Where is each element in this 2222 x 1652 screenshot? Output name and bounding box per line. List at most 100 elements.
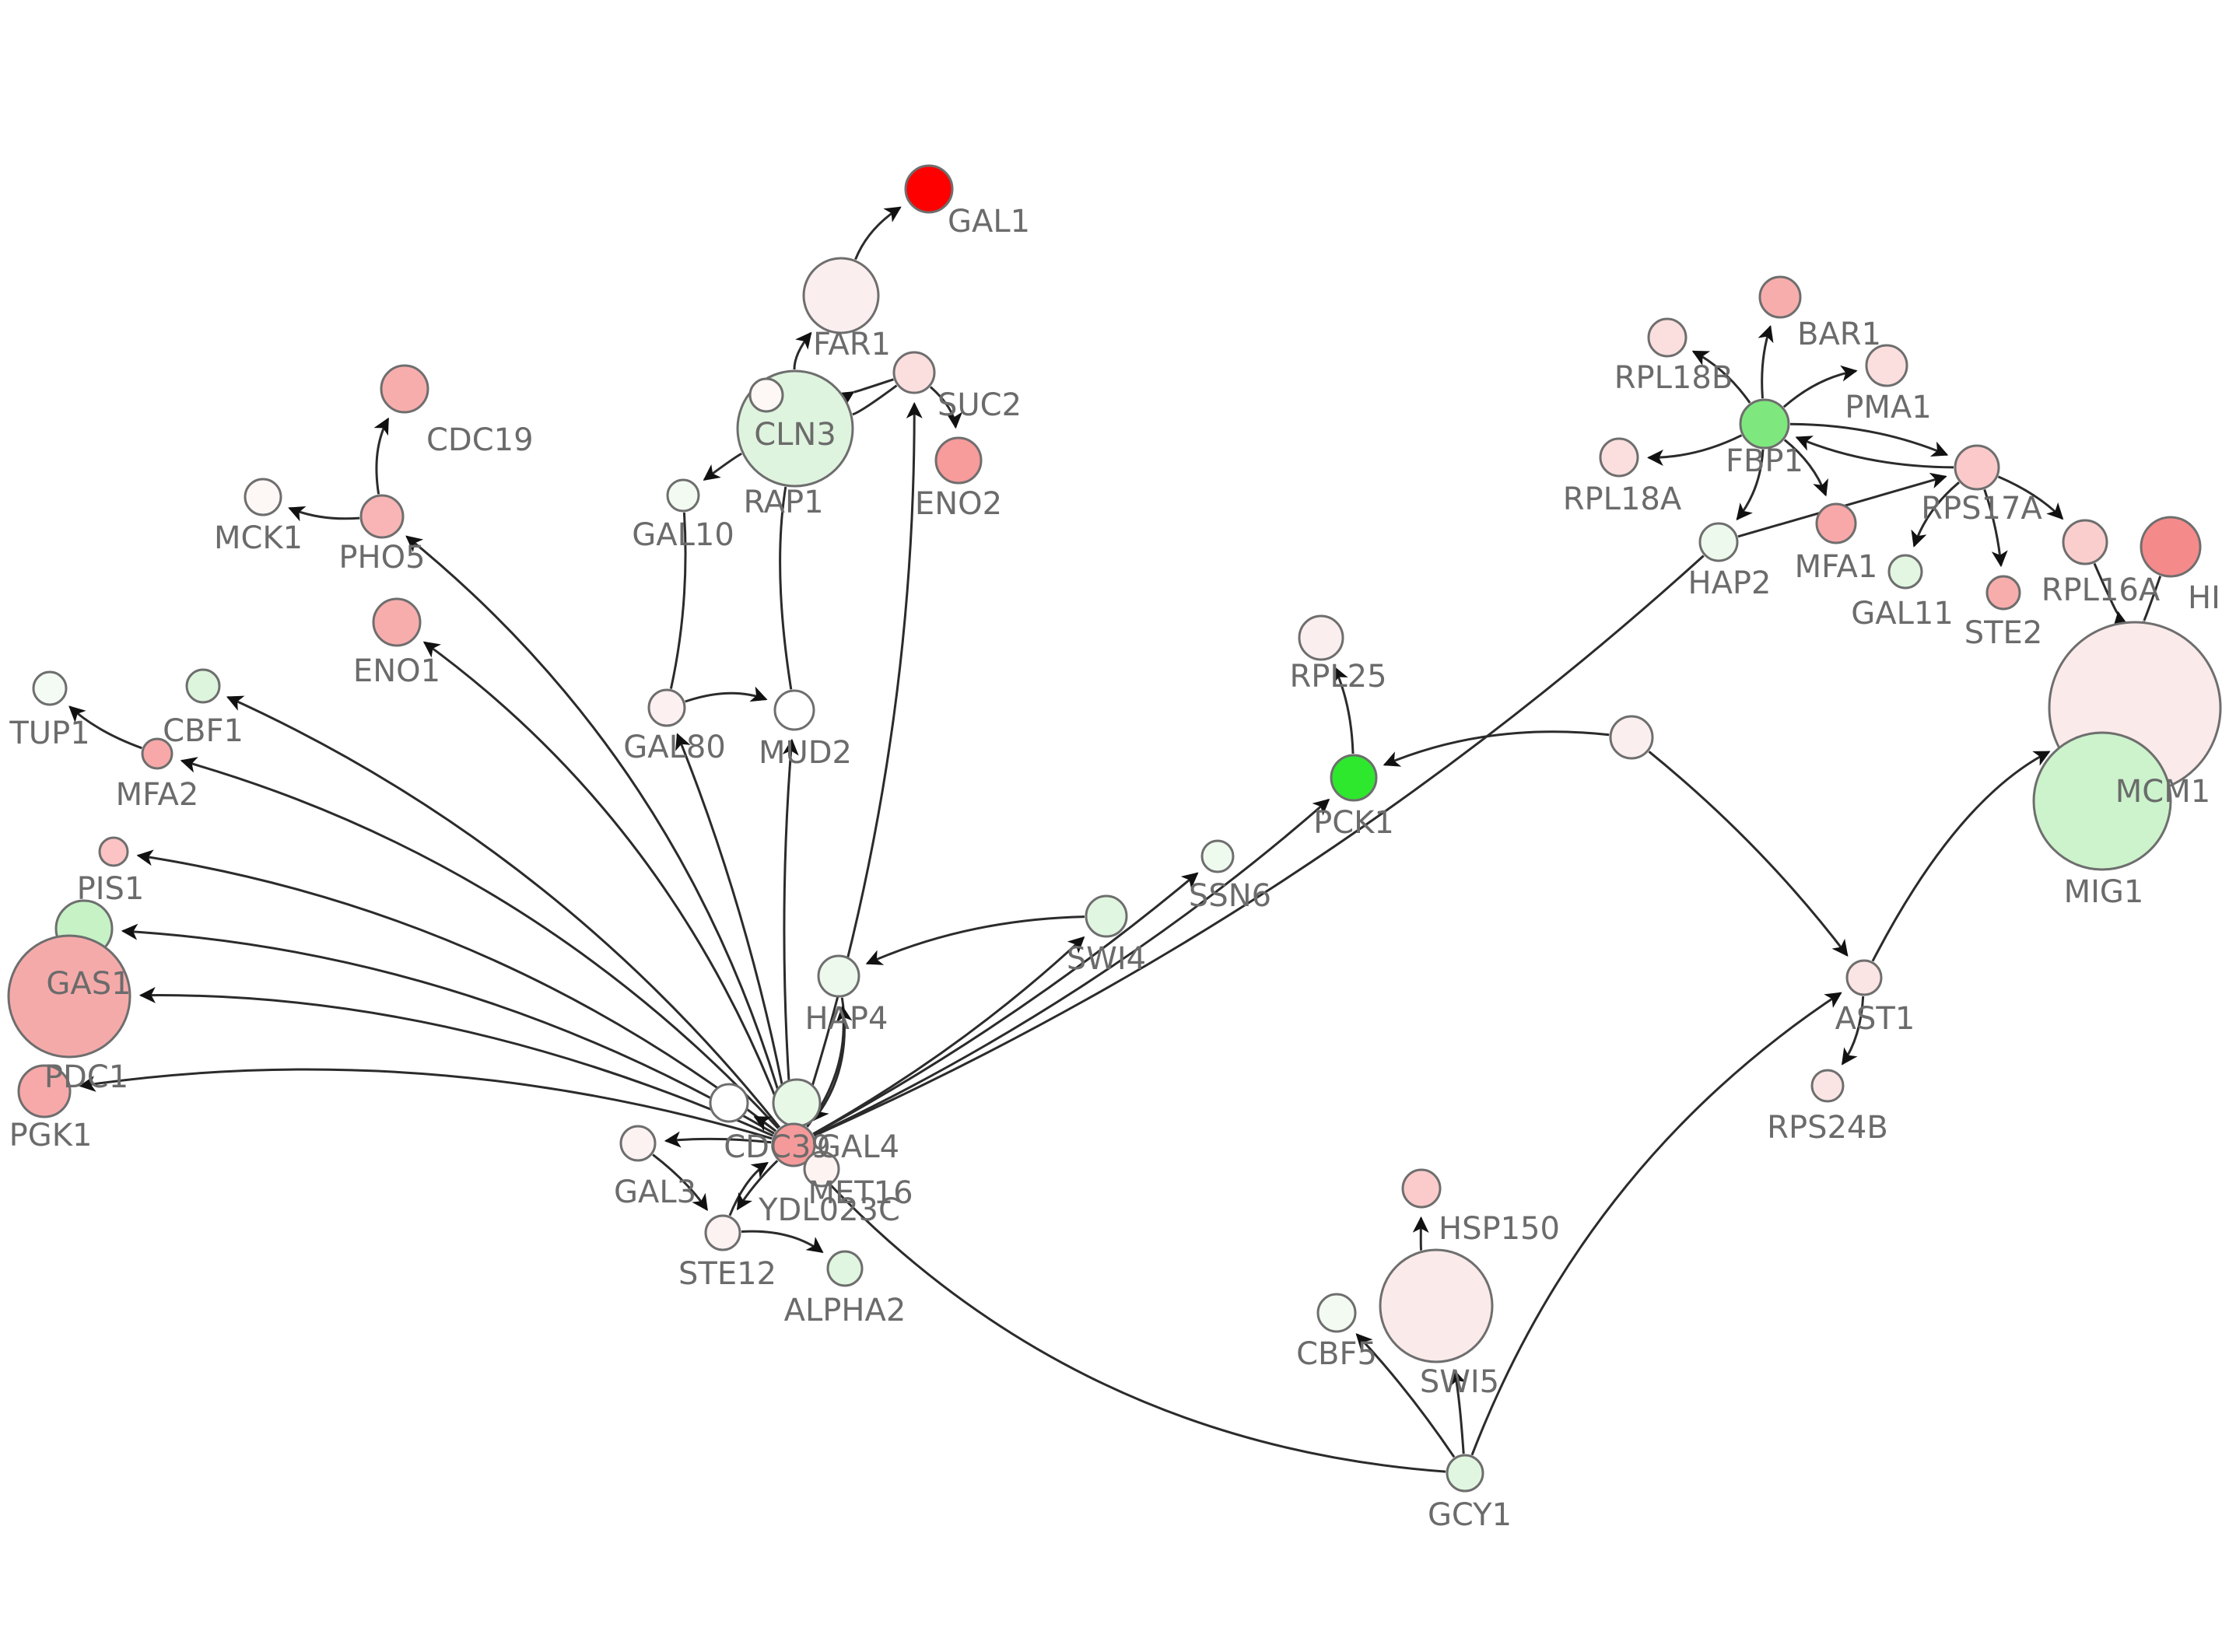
edge-mfa2-to-tup1[interactable] bbox=[68, 705, 142, 750]
edge-gal4-to-cbf1[interactable] bbox=[226, 695, 781, 1129]
edge-midhub-to-pck1[interactable] bbox=[1383, 730, 1610, 767]
node-swi4[interactable] bbox=[1085, 894, 1128, 938]
node-ste12[interactable] bbox=[704, 1214, 741, 1251]
node-rps17a[interactable] bbox=[1954, 444, 2000, 491]
edge-gal4-to-cdc39[interactable] bbox=[753, 1115, 776, 1132]
edge-gal4-to-pgk1[interactable] bbox=[79, 1068, 773, 1140]
node-rpl16a[interactable] bbox=[2062, 519, 2108, 565]
node-pma1[interactable] bbox=[1865, 344, 1908, 387]
edge-gal4-to-gal80[interactable] bbox=[675, 733, 791, 1123]
edge-fbp1-to-hap2[interactable] bbox=[1736, 449, 1765, 521]
edge-gcy1-to-swi5[interactable] bbox=[1449, 1368, 1467, 1454]
edge-gal4-to-hap2[interactable] bbox=[813, 555, 1705, 1137]
edge-gal4-to-ssn6[interactable] bbox=[812, 872, 1199, 1136]
node-eno1[interactable] bbox=[372, 597, 422, 647]
edge-gal4-to-eno1[interactable] bbox=[422, 641, 787, 1125]
edge-fbp1-to-rpl18b[interactable] bbox=[1691, 350, 1751, 404]
node-mud2[interactable] bbox=[773, 689, 815, 731]
node-hap4[interactable] bbox=[817, 954, 860, 998]
edge-gal4-to-pho5[interactable] bbox=[405, 535, 789, 1124]
edge-ste12-to-gal4[interactable] bbox=[728, 1161, 769, 1216]
node-mfa1[interactable] bbox=[1815, 502, 1857, 544]
node-ydl023c[interactable] bbox=[803, 1150, 840, 1188]
edge-gal4-to-gas1[interactable] bbox=[121, 923, 775, 1135]
edge-fbp1-to-pma1[interactable] bbox=[1782, 365, 1858, 408]
node-far1[interactable] bbox=[802, 257, 880, 334]
edge-pck1-to-rpl25[interactable] bbox=[1333, 666, 1355, 754]
node-gal80[interactable] bbox=[647, 688, 686, 727]
node-hsp150[interactable] bbox=[1401, 1168, 1442, 1209]
node-mck1[interactable] bbox=[244, 478, 282, 516]
edge-rpl16a-to-mcm1[interactable] bbox=[2093, 562, 2129, 629]
edge-gal3-to-ste12[interactable] bbox=[652, 1153, 708, 1212]
edge-gal4-to-pis1[interactable] bbox=[136, 849, 777, 1132]
edge-cln3-to-far1[interactable] bbox=[793, 331, 812, 370]
edge-far1-to-gal1[interactable] bbox=[854, 206, 902, 261]
edge-fbp1-to-rps17a[interactable] bbox=[1789, 422, 1949, 457]
node-rpl18b[interactable] bbox=[1647, 317, 1688, 358]
node-mfa2[interactable] bbox=[141, 737, 173, 770]
edge-his4-to-mcm1[interactable] bbox=[2142, 576, 2162, 623]
node-swi5[interactable] bbox=[1379, 1248, 1494, 1363]
edge-pho5-to-mck1[interactable] bbox=[288, 506, 360, 522]
edge-suc2-to-cln3[interactable] bbox=[836, 378, 894, 408]
edge-gal4-to-gcy1[interactable] bbox=[808, 1160, 1446, 1473]
edge-gal80-to-mud2[interactable] bbox=[685, 686, 768, 703]
edge-cln3-to-gal10[interactable] bbox=[703, 452, 742, 481]
edge-pho5-to-cdc19[interactable] bbox=[373, 417, 390, 495]
edge-cln3-to-suc2[interactable] bbox=[852, 384, 898, 416]
node-rpl25[interactable] bbox=[1298, 614, 1344, 661]
node-mig1[interactable] bbox=[2032, 731, 2172, 871]
edge-ast1-to-mcm1[interactable] bbox=[1871, 751, 2051, 962]
node-pck1[interactable] bbox=[1330, 754, 1378, 802]
node-gal4[interactable] bbox=[771, 1122, 816, 1167]
node-rpl18a[interactable] bbox=[1599, 437, 1639, 478]
edge-fbp1-to-bar1[interactable] bbox=[1758, 325, 1774, 399]
node-rps24b[interactable] bbox=[1810, 1069, 1845, 1103]
edge-gal4-to-pdc1[interactable] bbox=[138, 986, 774, 1137]
edge-rps17a-to-rpl16a[interactable] bbox=[1997, 475, 2064, 520]
edge-rps17a-to-gal11[interactable] bbox=[1911, 481, 1960, 548]
node-ste2[interactable] bbox=[1985, 575, 2021, 611]
node-pdc1[interactable] bbox=[7, 934, 131, 1059]
edge-gal4-to-suc2[interactable] bbox=[799, 401, 923, 1124]
edge-gal80-to-gal10[interactable] bbox=[669, 512, 687, 689]
edge-midhub-to-ast1[interactable] bbox=[1648, 751, 1849, 957]
node-met16[interactable] bbox=[772, 1078, 822, 1128]
edge-ste12-to-alpha2[interactable] bbox=[741, 1230, 824, 1254]
edge-fbp1-to-mfa1[interactable] bbox=[1783, 439, 1828, 497]
node-pho5[interactable] bbox=[359, 494, 405, 539]
node-ssn6[interactable] bbox=[1200, 839, 1235, 873]
node-cbf1[interactable] bbox=[185, 668, 221, 704]
node-tup1[interactable] bbox=[32, 670, 68, 706]
node-gal10[interactable] bbox=[666, 478, 700, 513]
node-his4[interactable] bbox=[2140, 516, 2202, 578]
node-cdc39[interactable] bbox=[709, 1083, 749, 1123]
edge-gal4-to-pck1[interactable] bbox=[813, 798, 1330, 1136]
edge-gal4-to-mfa2[interactable] bbox=[180, 757, 780, 1129]
node-alpha2[interactable] bbox=[826, 1250, 864, 1287]
node-hap2[interactable] bbox=[1698, 522, 1739, 562]
node-pgk1[interactable] bbox=[17, 1064, 72, 1118]
node-cdc19[interactable] bbox=[380, 364, 429, 414]
node-midhub[interactable] bbox=[1609, 715, 1654, 760]
edge-fbp1-to-rpl18a[interactable] bbox=[1646, 434, 1743, 467]
edge-rps17a-to-fbp1[interactable] bbox=[1795, 436, 1954, 469]
node-gal11[interactable] bbox=[1887, 554, 1923, 590]
node-ast1[interactable] bbox=[1845, 959, 1883, 996]
edge-swi4-to-hap4[interactable] bbox=[865, 915, 1085, 965]
edge-rps17a-to-ste2[interactable] bbox=[1983, 488, 2008, 568]
node-suc2[interactable] bbox=[892, 351, 936, 394]
edge-gal4-to-mud2[interactable] bbox=[782, 738, 799, 1123]
edge-suc2-to-eno2[interactable] bbox=[930, 386, 963, 429]
edge-ast1-to-rps24b[interactable] bbox=[1841, 996, 1865, 1066]
edge-mud2-to-cln3[interactable] bbox=[779, 486, 793, 690]
edge-gal4-to-gal3[interactable] bbox=[664, 1131, 772, 1148]
node-gal1[interactable] bbox=[904, 164, 954, 214]
node-cbf5[interactable] bbox=[1316, 1293, 1357, 1333]
node-gal3[interactable] bbox=[619, 1125, 657, 1162]
node-bar1[interactable] bbox=[1758, 275, 1802, 319]
node-fbp1[interactable] bbox=[1739, 398, 1790, 450]
node-pis1[interactable] bbox=[98, 836, 129, 867]
edge-gcy1-to-cbf5[interactable] bbox=[1355, 1333, 1456, 1458]
